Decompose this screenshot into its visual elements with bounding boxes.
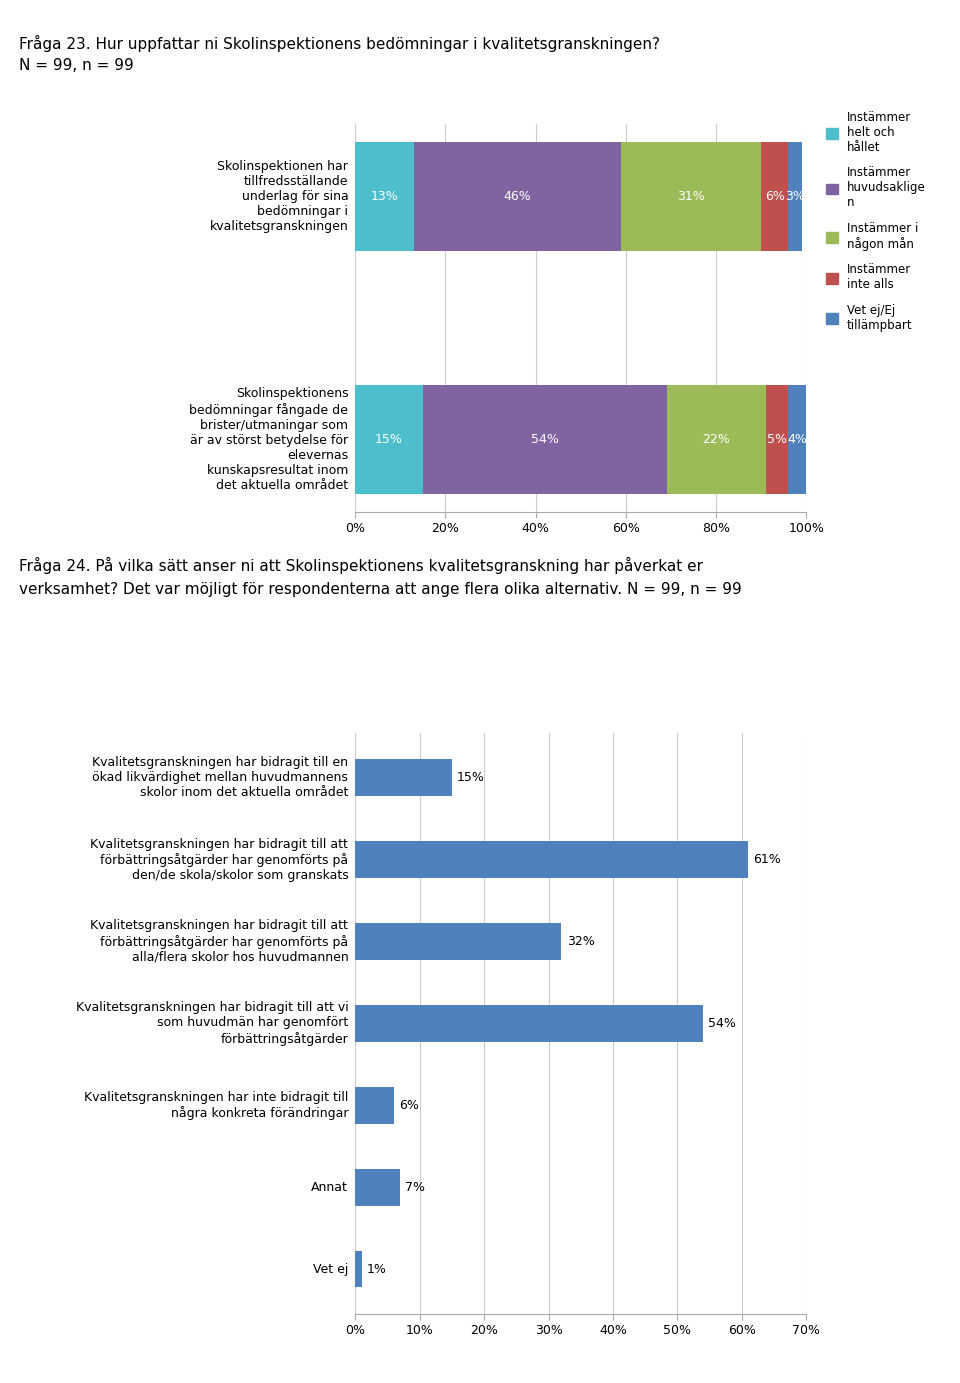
Bar <box>355 142 414 252</box>
Text: 4%: 4% <box>787 433 807 445</box>
Legend: Instämmer
helt och
hållet, Instämmer
huvudsaklige
n, Instämmer i
någon mån, Inst: Instämmer helt och hållet, Instämmer huv… <box>826 111 925 332</box>
Text: 13%: 13% <box>371 191 398 203</box>
Bar <box>766 384 788 494</box>
Text: 32%: 32% <box>566 935 594 949</box>
Text: 5%: 5% <box>767 433 787 445</box>
Text: 54%: 54% <box>708 1017 736 1030</box>
Bar <box>355 922 562 960</box>
Text: 61%: 61% <box>754 853 781 866</box>
Text: 7%: 7% <box>405 1181 425 1194</box>
Text: 15%: 15% <box>457 772 485 784</box>
Bar <box>355 1087 394 1124</box>
Bar <box>666 384 766 494</box>
Text: 6%: 6% <box>765 191 784 203</box>
Bar <box>422 384 666 494</box>
Bar <box>355 1005 704 1041</box>
Text: Fråga 24. På vilka sätt anser ni att Skolinspektionens kvalitetsgranskning har p: Fråga 24. På vilka sätt anser ni att Sko… <box>19 557 703 574</box>
Bar <box>355 1169 400 1206</box>
Text: 1%: 1% <box>367 1263 387 1275</box>
Bar <box>355 759 452 797</box>
Text: 54%: 54% <box>531 433 559 445</box>
Text: 15%: 15% <box>375 433 403 445</box>
Text: N = 99, n = 99: N = 99, n = 99 <box>19 58 134 73</box>
Bar <box>355 841 749 878</box>
Text: 31%: 31% <box>678 191 706 203</box>
Text: 6%: 6% <box>399 1098 419 1112</box>
Text: 22%: 22% <box>703 433 730 445</box>
Bar <box>788 384 806 494</box>
Text: verksamhet? Det var möjligt för respondenterna att ange flera olika alternativ. : verksamhet? Det var möjligt för responde… <box>19 582 742 597</box>
Bar <box>355 1250 362 1288</box>
Text: 46%: 46% <box>504 191 532 203</box>
Bar <box>414 142 621 252</box>
Bar <box>761 142 788 252</box>
Bar <box>788 142 802 252</box>
Bar <box>355 384 422 494</box>
Text: 3%: 3% <box>785 191 805 203</box>
Bar <box>621 142 761 252</box>
Text: Fråga 23. Hur uppfattar ni Skolinspektionens bedömningar i kvalitetsgranskningen: Fråga 23. Hur uppfattar ni Skolinspektio… <box>19 35 660 51</box>
